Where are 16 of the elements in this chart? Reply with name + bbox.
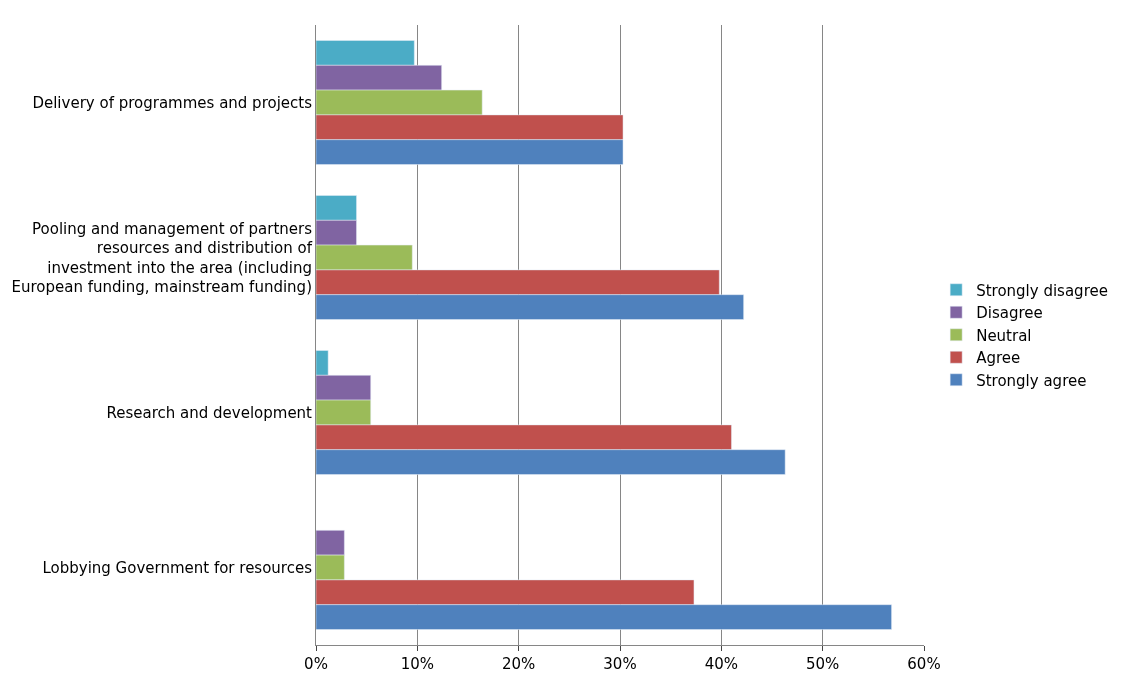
x-tick-label: 50% — [806, 655, 840, 673]
x-tick-label: 20% — [502, 655, 536, 673]
y-tick-label: Pooling and management of partners resources and distribution of investment into the area (including European funding, mainstream funding) — [11, 219, 313, 296]
legend-label: Neutral — [976, 326, 1032, 345]
legend-label: Strongly agree — [976, 371, 1087, 390]
x-tick-label: 0% — [304, 655, 328, 673]
y-tick-label: Delivery of programmes and projects — [32, 93, 313, 112]
x-tick-label: 60% — [907, 655, 941, 673]
legend-label: Strongly disagree — [976, 281, 1108, 300]
x-tick-label: 30% — [603, 655, 637, 673]
x-tick-label: 40% — [704, 655, 738, 673]
legend-label: Agree — [976, 349, 1021, 368]
x-tick-label: 10% — [400, 655, 434, 673]
legend-label: Disagree — [976, 304, 1043, 323]
y-tick-label: Lobbying Government for resources — [42, 558, 313, 577]
y-tick-label: Research and development — [106, 403, 313, 422]
